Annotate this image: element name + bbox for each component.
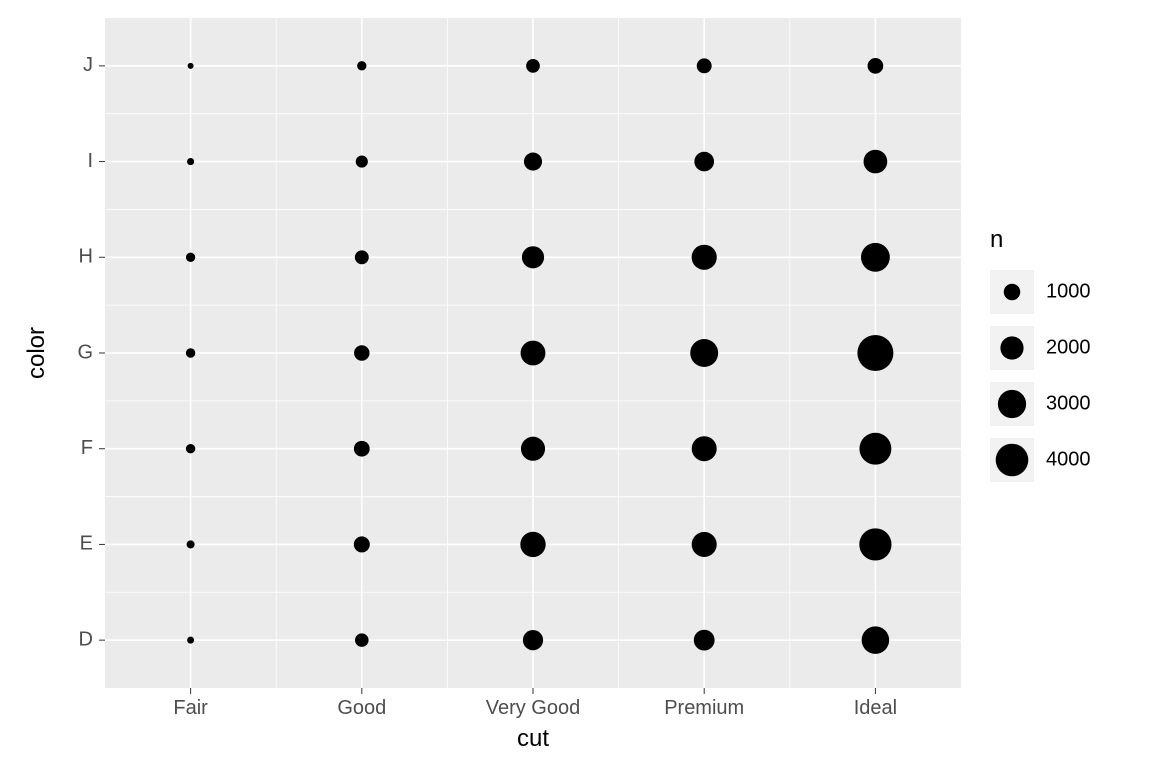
data-point	[354, 441, 370, 457]
x-axis-title: cut	[517, 725, 549, 752]
data-point	[521, 437, 545, 461]
x-tick-label: Fair	[173, 697, 208, 719]
x-tick-label: Good	[337, 697, 386, 719]
legend-label: 2000	[1046, 336, 1091, 358]
data-point	[692, 532, 717, 557]
data-point	[186, 253, 195, 262]
legend-point	[996, 444, 1029, 477]
data-point	[524, 153, 542, 171]
data-point	[861, 243, 890, 272]
y-tick-label: J	[83, 54, 93, 76]
data-point	[357, 61, 366, 70]
data-point	[520, 532, 545, 557]
legend-point	[998, 390, 1026, 418]
data-point	[354, 345, 369, 360]
data-point	[521, 341, 546, 366]
legend-title: n	[990, 226, 1003, 253]
y-tick-label: F	[81, 437, 93, 459]
data-point	[690, 339, 718, 367]
legend-label: 1000	[1046, 280, 1091, 302]
legend-label: 3000	[1046, 392, 1091, 414]
data-point	[188, 63, 194, 69]
y-tick-label: H	[79, 246, 93, 268]
data-point	[186, 348, 195, 357]
data-point	[354, 536, 370, 552]
data-point	[523, 630, 543, 650]
chart-container: Fair Good Very Good Premium Ideal D E F G H I Jcut c…	[0, 0, 1152, 768]
data-point	[862, 626, 890, 654]
data-point	[187, 540, 195, 548]
data-point	[868, 58, 884, 74]
y-tick-label: D	[79, 628, 93, 650]
data-point	[692, 245, 717, 270]
y-axis-title: color	[23, 327, 50, 379]
data-point	[859, 433, 891, 465]
data-point	[522, 246, 544, 268]
y-tick-label: E	[80, 533, 93, 555]
data-point	[697, 58, 712, 73]
legend-point	[1000, 336, 1023, 359]
x-tick-label: Ideal	[854, 697, 897, 719]
data-point	[864, 150, 888, 174]
data-point	[859, 528, 891, 560]
legend-point	[1004, 284, 1021, 301]
y-tick-label: G	[77, 341, 93, 363]
data-point	[694, 152, 714, 172]
data-point	[857, 335, 893, 371]
data-point	[692, 436, 717, 461]
x-tick-label: Very Good	[486, 697, 581, 719]
data-point	[356, 156, 368, 168]
data-point	[355, 250, 369, 264]
data-point	[526, 59, 540, 73]
scatter-chart: Fair Good Very Good Premium Ideal D E F G H I Jcut c…	[0, 0, 1152, 768]
y-tick-label: I	[87, 150, 93, 172]
data-point	[186, 444, 195, 453]
data-point	[355, 633, 369, 647]
data-point	[187, 158, 194, 165]
data-point	[694, 630, 715, 651]
data-point	[187, 637, 194, 644]
legend-label: 4000	[1046, 448, 1091, 470]
x-tick-label: Premium	[664, 697, 744, 719]
